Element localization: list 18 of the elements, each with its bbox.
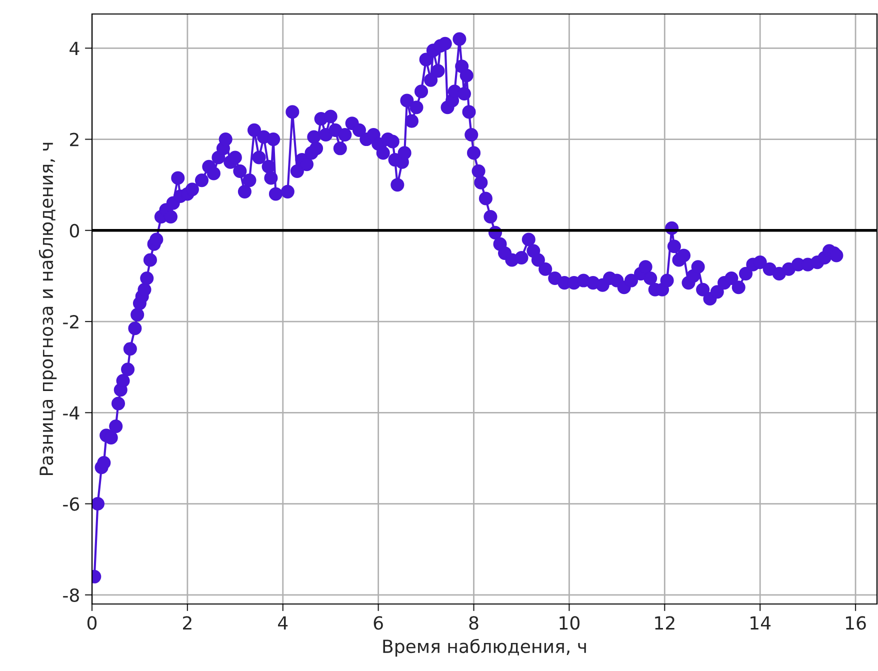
x-tick-label: 12 <box>655 616 674 630</box>
y-tick-label: -8 <box>63 588 79 602</box>
x-tick-label: 4 <box>278 616 288 630</box>
x-axis-title: Время наблюдения, ч <box>383 638 586 657</box>
x-tick-label: 0 <box>87 616 97 630</box>
x-tick-label: 6 <box>374 616 383 630</box>
x-tick-label: 2 <box>183 616 192 630</box>
y-tick-label: -6 <box>63 497 80 511</box>
x-tick-label: 8 <box>469 616 478 630</box>
y-axis-title: Разница прогноза и наблюдения, ч <box>38 142 57 476</box>
x-tick-label: 14 <box>750 616 771 630</box>
x-tick-label: 16 <box>846 616 866 630</box>
y-tick-label: 0 <box>70 224 79 238</box>
y-tick-label: 4 <box>70 42 80 56</box>
y-tick-label: -2 <box>63 314 78 328</box>
x-tick-label: 10 <box>560 616 580 630</box>
y-tick-label: -4 <box>63 406 80 420</box>
y-tick-label: 2 <box>70 132 78 146</box>
